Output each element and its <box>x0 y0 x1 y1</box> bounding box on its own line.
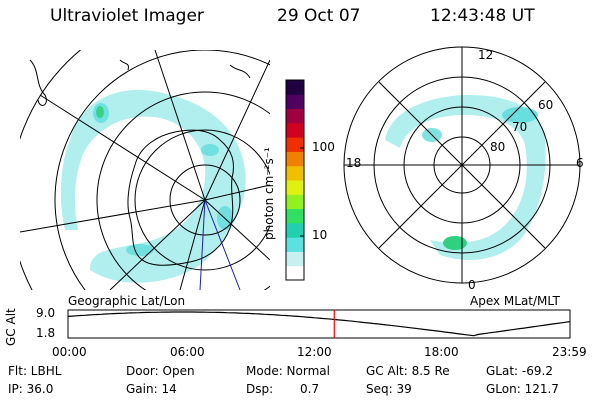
timeline-ylabel: GC Alt <box>4 308 18 346</box>
date-label: 29 Oct 07 <box>277 6 361 26</box>
filter-info: Flt: LBHL <box>8 364 62 378</box>
colorbar-segment <box>286 208 304 224</box>
mlt-label-bottom: 0 <box>468 278 476 292</box>
apex-polar-map <box>343 46 581 284</box>
gc-alt-info: GC Alt: 8.5 Re <box>366 364 450 378</box>
timeline-ytick-high: 9.0 <box>36 306 56 320</box>
colorbar-segment <box>286 122 304 138</box>
mlt-label-top: 12 <box>478 48 494 62</box>
timeline-plot <box>67 309 571 339</box>
colorbar <box>285 79 305 281</box>
gain-info: Gain: 14 <box>126 382 177 396</box>
colorbar-segment <box>286 108 304 124</box>
lat-label-60: 60 <box>538 98 554 112</box>
colorbar-segment <box>286 265 304 281</box>
ip-info: IP: 36.0 <box>8 382 54 396</box>
altitude-curve <box>67 311 571 337</box>
glon-info: GLon: 121.7 <box>486 382 559 396</box>
colorbar-tick-10: 10 <box>312 228 328 242</box>
geographic-caption: Geographic Lat/Lon <box>68 294 186 308</box>
timeline-xtick-0: 00:00 <box>52 345 87 359</box>
timeline-xtick-2: 12:00 <box>297 345 332 359</box>
timeline-xtick-4: 23:59 <box>552 345 587 359</box>
colorbar-border <box>285 79 305 281</box>
dsp-value: 0.7 <box>300 382 320 396</box>
geographic-map-content <box>20 50 270 290</box>
glat-info: GLat: -69.2 <box>486 364 553 378</box>
timeline-xtick-3: 18:00 <box>424 345 459 359</box>
dsp-label: Dsp: <box>246 382 274 396</box>
colorbar-segment <box>286 94 304 110</box>
apex-caption: Apex MLat/MLT <box>470 294 560 308</box>
door-info: Door: Open <box>126 364 195 378</box>
instrument-title: Ultraviolet Imager <box>50 6 204 26</box>
colorbar-segment <box>286 222 304 238</box>
colorbar-tick-100: 100 <box>312 140 335 154</box>
timeline-ytick-low: 1.8 <box>36 326 56 340</box>
mlt-label-left: 18 <box>346 156 362 170</box>
colorbar-segment <box>286 194 304 210</box>
time-label: 12:43:48 UT <box>430 6 535 26</box>
mlt-label-right: 6 <box>576 156 584 170</box>
timeline-xtick-1: 06:00 <box>170 345 205 359</box>
colorbar-segment <box>286 251 304 267</box>
lat-label-70: 70 <box>512 120 528 134</box>
colorbar-segment <box>286 165 304 181</box>
colorbar-segment <box>286 80 304 95</box>
colorbar-unit-label: photon cm⁻²s⁻¹ <box>262 147 276 240</box>
colorbar-segment <box>286 180 304 195</box>
lat-label-80: 80 <box>490 140 506 154</box>
colorbar-segment <box>286 151 304 167</box>
seq-info: Seq: 39 <box>366 382 412 396</box>
colorbar-segment <box>286 237 304 252</box>
colorbar-segment <box>286 137 304 152</box>
mode-info: Mode: Normal <box>246 364 330 378</box>
